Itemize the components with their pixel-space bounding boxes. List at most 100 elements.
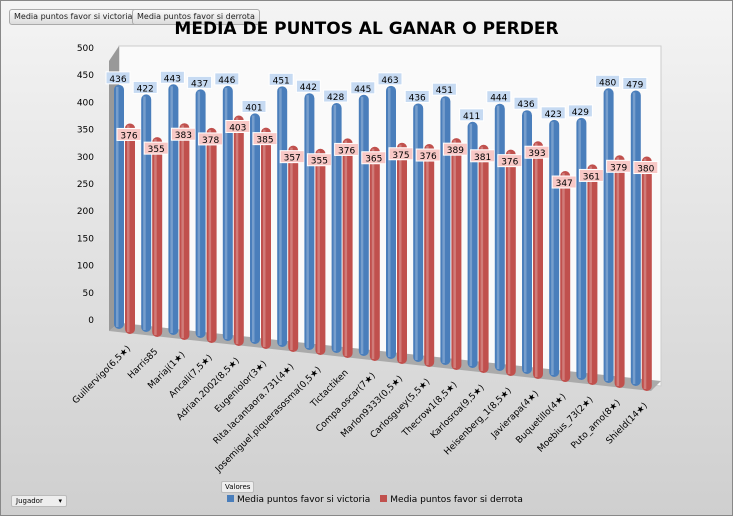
x-tick-label: Karlosroa(9,5★): [429, 383, 487, 441]
bar-highlight: [290, 147, 293, 350]
data-label-box: [388, 147, 414, 161]
bar-victoria: [576, 117, 587, 381]
data-label: 429: [572, 108, 589, 118]
data-label-box: [551, 175, 577, 189]
bar-derrota: [478, 144, 489, 373]
chart-title: MEDIA DE PUNTOS AL GANAR O PERDER: [174, 19, 559, 39]
data-label-box: [361, 151, 387, 165]
bar-highlight: [589, 166, 592, 383]
bar-highlight: [426, 146, 429, 365]
bar-highlight: [360, 96, 364, 354]
bar-victoria: [630, 90, 641, 386]
bar-highlight: [399, 144, 402, 362]
floor: [109, 323, 661, 391]
bar-highlight: [208, 129, 212, 341]
bar-derrota: [288, 145, 299, 352]
data-label-box: [187, 75, 213, 89]
bar-highlight: [415, 105, 418, 361]
bar-victoria: [141, 94, 152, 332]
data-label: 422: [137, 84, 154, 94]
bar-victoria: [358, 94, 369, 356]
bar-highlight: [632, 92, 636, 384]
values-field-button[interactable]: Valores: [221, 481, 255, 493]
bar-victoria: [549, 119, 560, 377]
bar-derrota: [315, 148, 326, 355]
bar-highlight: [562, 173, 565, 380]
bar-highlight: [507, 151, 511, 374]
bar-derrota: [342, 138, 353, 358]
data-label-box: [116, 127, 142, 141]
bar-highlight: [480, 146, 484, 371]
bar-victoria: [114, 84, 124, 329]
data-label: 389: [447, 146, 464, 156]
y-tick-label: 300: [77, 153, 94, 163]
bar-highlight: [616, 157, 620, 386]
data-label-box: [459, 108, 485, 122]
bar-derrota: [505, 149, 516, 376]
data-label-box: [143, 141, 169, 155]
bar-derrota: [587, 164, 598, 385]
bar-victoria: [386, 85, 396, 359]
bar-derrota: [560, 171, 571, 382]
data-label: 376: [338, 146, 355, 156]
field-button-derrota[interactable]: Media puntos favor si derrota: [132, 9, 260, 25]
bar-victoria: [277, 86, 288, 348]
bar-highlight: [224, 87, 228, 339]
data-label: 357: [284, 154, 301, 164]
bar-victoria: [168, 84, 179, 336]
data-label-box: [567, 104, 593, 118]
bar-derrota: [233, 115, 244, 346]
data-label-box: [252, 132, 278, 146]
data-label-box: [606, 159, 632, 173]
y-tick-label: 100: [77, 262, 94, 272]
bar-victoria: [494, 103, 505, 371]
bar-victoria: [522, 110, 532, 374]
bar-derrota: [424, 144, 435, 367]
data-label: 376: [501, 158, 518, 168]
data-label-box: [295, 79, 321, 93]
y-tick-label: 200: [77, 207, 94, 217]
data-label: 347: [556, 179, 573, 189]
data-label-box: [306, 153, 332, 167]
data-label-box: [404, 89, 430, 103]
bar-highlight: [263, 129, 266, 347]
data-label-box: [323, 89, 349, 103]
data-label: 361: [583, 172, 600, 182]
data-label-box: [524, 145, 550, 159]
data-label-box: [225, 119, 251, 133]
bar-derrota: [152, 137, 163, 337]
data-label: 385: [256, 136, 273, 146]
data-label: 451: [436, 86, 453, 96]
bar-highlight: [551, 121, 554, 375]
data-label-box: [513, 96, 539, 110]
data-label: 436: [109, 75, 126, 85]
bar-derrota: [397, 142, 407, 364]
bar-highlight: [235, 117, 239, 344]
x-tick-label: Eugeniolor(3★): [213, 359, 269, 415]
bar-highlight: [252, 115, 255, 342]
bar-highlight: [524, 112, 527, 372]
data-label: 428: [327, 93, 344, 103]
data-label-box: [486, 90, 512, 104]
data-label-box: [268, 72, 294, 86]
bar-derrota: [641, 156, 652, 391]
bar-highlight: [181, 125, 184, 338]
bar-victoria: [304, 93, 315, 350]
y-tick-label: 0: [88, 316, 94, 326]
bar-highlight: [116, 86, 119, 327]
bar-highlight: [317, 150, 320, 353]
bar-highlight: [388, 87, 391, 357]
y-tick-label: 400: [77, 98, 94, 108]
data-label: 479: [626, 80, 643, 90]
x-tick-label: Moebius_73(2★): [536, 395, 596, 455]
x-tick-label: Guillervigo(6,5★): [71, 344, 133, 406]
y-tick-label: 250: [77, 180, 94, 190]
data-label: 403: [229, 123, 246, 133]
bar-derrota: [261, 127, 271, 349]
data-label: 375: [392, 151, 409, 161]
data-label-box: [159, 70, 185, 84]
row-field-dropdown[interactable]: Jugador ▾: [11, 495, 67, 507]
data-label: 383: [175, 131, 192, 141]
data-label-box: [214, 72, 240, 86]
